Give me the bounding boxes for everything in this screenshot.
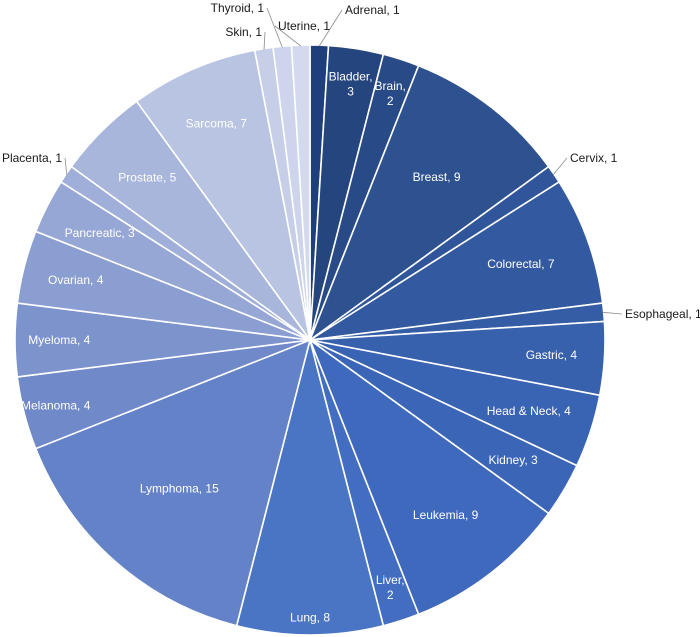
leader-line-thyroid bbox=[266, 7, 283, 48]
slice-label-bladder: Bladder, 3 bbox=[329, 70, 373, 99]
slice-label-pancreatic: Pancreatic, 3 bbox=[65, 226, 135, 240]
leader-line-esophageal bbox=[602, 311, 623, 315]
slice-label-brain: Brain, 2 bbox=[375, 79, 406, 108]
leader-line-adrenal bbox=[318, 9, 343, 47]
slice-label-colorectal: Colorectal, 7 bbox=[487, 257, 555, 271]
slice-label-melanoma: Melanoma, 4 bbox=[21, 398, 91, 412]
leader-line-uterine bbox=[274, 25, 302, 47]
pie-slice-uterine bbox=[290, 44, 311, 341]
pie-slice-sarcoma bbox=[135, 49, 311, 341]
slice-label-skin: Skin, 1 bbox=[225, 25, 262, 39]
pie-slice-lung bbox=[235, 339, 385, 636]
slice-labels: Adrenal, 1 Bladder, 3 Brain, 2 Breast, 9 Cervi… bbox=[2, 1, 700, 624]
leader-line-skin bbox=[263, 31, 266, 50]
slice-label-sarcoma: Sarcoma, 7 bbox=[186, 116, 248, 130]
slice-label-ovarian: Ovarian, 4 bbox=[48, 273, 104, 287]
slice-label-head-and-neck: Head & Neck, 4 bbox=[487, 404, 571, 418]
slice-label-adrenal: Adrenal, 1 bbox=[345, 3, 400, 17]
leader-line-cervix bbox=[552, 157, 568, 175]
slice-label-lymphoma: Lymphoma, 15 bbox=[140, 481, 219, 495]
slice-label-esophageal: Esophageal, 1 bbox=[625, 307, 700, 321]
slice-label-cervix: Cervix, 1 bbox=[570, 151, 618, 165]
pie-slice-leukemia bbox=[308, 337, 550, 616]
pie-slice-colorectal bbox=[309, 180, 604, 341]
slice-label-thyroid: Thyroid, 1 bbox=[211, 1, 265, 15]
pie-slice-breast bbox=[308, 64, 550, 343]
slice-label-lung: Lung, 8 bbox=[290, 610, 330, 624]
pie-slice-lymphoma bbox=[34, 338, 312, 627]
slice-label-gastric: Gastric, 4 bbox=[526, 348, 578, 362]
leader-line-placenta bbox=[64, 157, 68, 175]
slice-label-prostate: Prostate, 5 bbox=[118, 170, 176, 184]
slice-label-placenta: Placenta, 1 bbox=[2, 151, 62, 165]
slice-label-leukemia: Leukemia, 9 bbox=[413, 508, 479, 522]
leader-lines bbox=[64, 7, 623, 315]
slice-label-breast: Breast, 9 bbox=[413, 170, 461, 184]
slice-label-kidney: Kidney, 3 bbox=[489, 453, 538, 467]
pie-slices bbox=[14, 44, 606, 636]
slice-label-uterine: Uterine, 1 bbox=[278, 19, 330, 33]
slice-label-liver: Liver, 2 bbox=[376, 573, 405, 602]
slice-label-myeloma: Myeloma, 4 bbox=[28, 333, 90, 347]
